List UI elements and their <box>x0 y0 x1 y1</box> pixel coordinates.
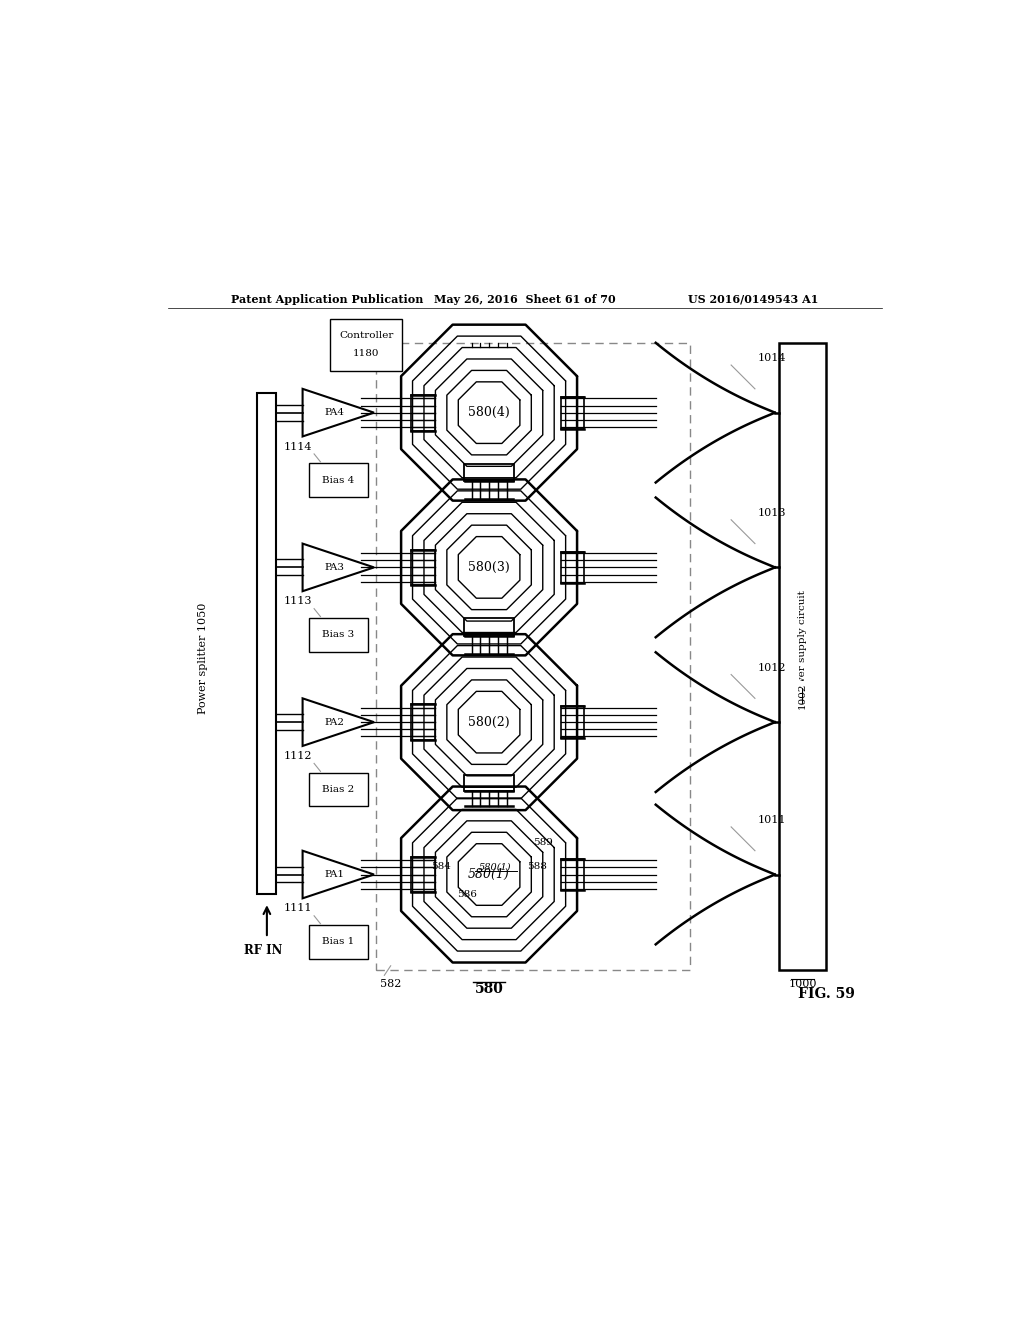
Text: May 26, 2016  Sheet 61 of 70: May 26, 2016 Sheet 61 of 70 <box>434 293 615 305</box>
Bar <box>561 552 584 583</box>
Bar <box>465 775 514 791</box>
Text: 580(3): 580(3) <box>468 561 510 574</box>
Bar <box>308 618 368 652</box>
Text: Bias 4: Bias 4 <box>323 475 354 484</box>
Text: PA1: PA1 <box>325 870 344 879</box>
Bar <box>257 393 276 895</box>
Text: Power supply circuit: Power supply circuit <box>798 590 807 698</box>
Text: 586: 586 <box>457 890 477 899</box>
Text: 1111: 1111 <box>284 903 312 913</box>
Text: 1011: 1011 <box>758 816 785 825</box>
Text: Bias 3: Bias 3 <box>323 631 354 639</box>
Text: PA2: PA2 <box>325 718 344 726</box>
Text: 580(1): 580(1) <box>479 862 512 871</box>
Bar <box>465 618 514 636</box>
Text: FIG. 59: FIG. 59 <box>798 986 855 1001</box>
Text: 589: 589 <box>534 838 553 847</box>
Text: 1013: 1013 <box>758 508 785 519</box>
Bar <box>465 463 514 482</box>
Text: 1180: 1180 <box>353 348 379 358</box>
Bar <box>308 463 368 496</box>
Bar <box>411 705 435 741</box>
Text: 588: 588 <box>526 862 547 871</box>
Bar <box>561 397 584 429</box>
Bar <box>377 343 690 970</box>
Text: 580(1): 580(1) <box>468 869 510 880</box>
Text: US 2016/0149543 A1: US 2016/0149543 A1 <box>688 293 818 305</box>
Text: 1112: 1112 <box>284 751 312 762</box>
Bar <box>561 858 584 891</box>
Bar <box>411 549 435 585</box>
Text: Patent Application Publication: Patent Application Publication <box>231 293 424 305</box>
Text: 580(2): 580(2) <box>468 715 510 729</box>
Bar <box>331 319 401 371</box>
Bar <box>411 857 435 892</box>
Bar <box>778 343 826 970</box>
Text: PA3: PA3 <box>325 562 344 572</box>
Bar <box>308 925 368 958</box>
Text: 580: 580 <box>475 982 504 995</box>
Bar <box>308 774 368 807</box>
Bar <box>561 706 584 738</box>
Text: 1014: 1014 <box>758 354 785 363</box>
Text: 584: 584 <box>431 862 452 871</box>
Text: 1012: 1012 <box>758 663 785 673</box>
Text: PA4: PA4 <box>325 408 344 417</box>
Text: 1002: 1002 <box>798 682 807 709</box>
Text: Bias 2: Bias 2 <box>323 785 354 795</box>
Text: 1000: 1000 <box>788 979 817 989</box>
Text: Power splitter 1050: Power splitter 1050 <box>199 603 209 714</box>
Text: Controller: Controller <box>339 331 393 341</box>
Text: 580(4): 580(4) <box>468 407 510 420</box>
Text: RF IN: RF IN <box>244 944 282 957</box>
Text: 582: 582 <box>380 979 401 989</box>
Text: 1113: 1113 <box>284 597 312 606</box>
Bar <box>411 395 435 430</box>
Text: Bias 1: Bias 1 <box>323 937 354 946</box>
Text: 1114: 1114 <box>284 441 312 451</box>
